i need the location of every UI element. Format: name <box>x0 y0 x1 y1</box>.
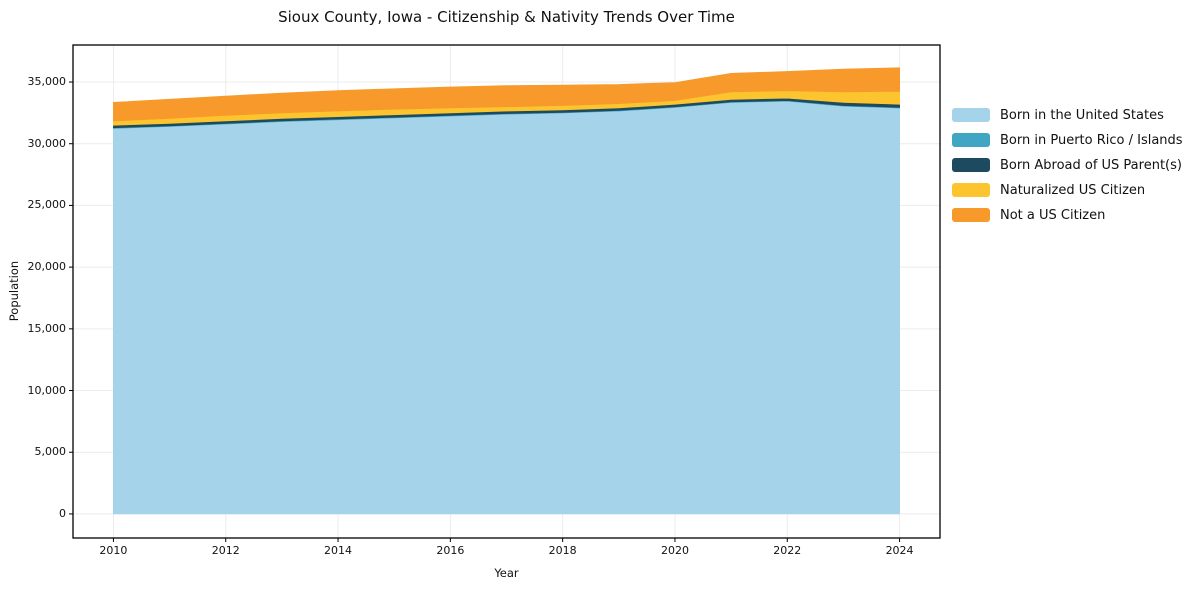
x-tick-label: 2012 <box>211 544 240 557</box>
legend-swatch <box>952 108 990 122</box>
legend-swatch <box>952 158 990 172</box>
x-tick-label: 2014 <box>324 544 353 557</box>
legend-swatch <box>952 183 990 197</box>
chart-title: Sioux County, Iowa - Citizenship & Nativ… <box>278 8 735 26</box>
legend-label: Not a US Citizen <box>1000 207 1106 223</box>
y-tick-label: 35,000 <box>27 75 67 89</box>
area-series <box>113 100 900 515</box>
legend-label: Born in the United States <box>1000 107 1164 123</box>
x-tick-label: 2016 <box>436 544 465 557</box>
legend-swatch <box>952 208 990 222</box>
area-series <box>113 67 900 122</box>
legend: Born in the United States Born in Puerto … <box>952 108 1183 233</box>
legend-item: Naturalized US Citizen <box>952 182 1183 198</box>
x-tick-label: 2018 <box>548 544 577 557</box>
x-tick-label: 2010 <box>99 544 128 557</box>
x-tick-label: 2022 <box>773 544 802 557</box>
x-tick-label: 2020 <box>660 544 689 557</box>
x-tick-label: 2024 <box>885 544 914 557</box>
y-tick-label: 5,000 <box>34 445 67 459</box>
legend-item: Born Abroad of US Parent(s) <box>952 157 1183 173</box>
y-tick-label: 0 <box>59 506 66 520</box>
y-tick-label: 20,000 <box>27 260 67 274</box>
legend-swatch <box>952 133 990 147</box>
legend-item: Born in Puerto Rico / Islands <box>952 132 1183 148</box>
legend-item: Born in the United States <box>952 107 1183 123</box>
y-tick-label: 15,000 <box>27 321 67 335</box>
legend-item: Not a US Citizen <box>952 207 1183 223</box>
y-tick-label: 10,000 <box>27 383 67 397</box>
y-tick-label: 25,000 <box>27 198 67 212</box>
legend-label: Naturalized US Citizen <box>1000 182 1146 198</box>
legend-label: Born Abroad of US Parent(s) <box>1000 157 1182 173</box>
legend-label: Born in Puerto Rico / Islands <box>1000 132 1183 148</box>
x-axis-title: Year <box>494 566 519 580</box>
y-tick-label: 30,000 <box>27 136 67 150</box>
y-axis-title: Population <box>7 260 21 322</box>
